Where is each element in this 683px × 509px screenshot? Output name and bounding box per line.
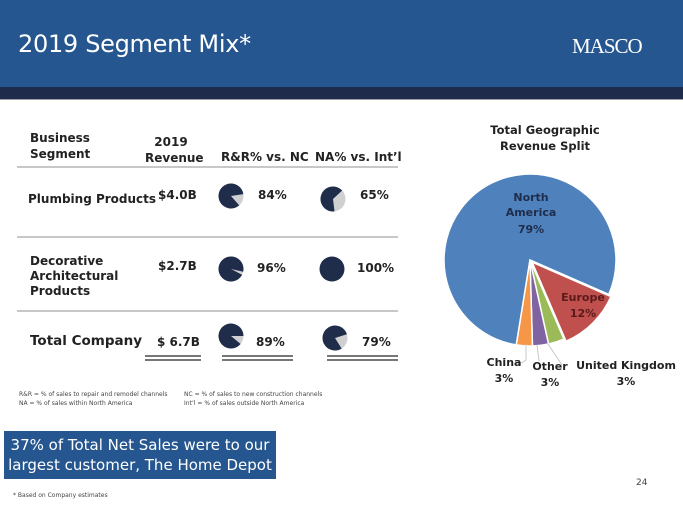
segment-name: Total Company (30, 333, 143, 349)
na-pie-icon (322, 325, 348, 351)
pie-share-slice (322, 325, 347, 351)
data-value-europe: 12% (570, 307, 596, 320)
na-pie-icon (319, 256, 345, 282)
segment-name-line: Decorative (30, 254, 104, 268)
pie-slice-north-america (443, 173, 617, 346)
data-value-north-america: 79% (518, 223, 544, 236)
definition-na: NA = % of sales within North America (19, 400, 133, 407)
definition-nc: NC = % of sales to new construction chan… (184, 391, 323, 398)
data-label-china: China (487, 356, 522, 369)
double-underline (327, 355, 398, 361)
definitions-right: NC = % of sales to new construction chan… (184, 390, 322, 408)
rr-percent: 84% (258, 188, 287, 202)
header-line: 2019 (154, 135, 188, 149)
header-line: Segment (30, 147, 91, 161)
na-percent: 65% (360, 188, 389, 202)
rr-pie-icon (218, 256, 244, 282)
double-underline (145, 355, 201, 361)
data-label-other: Other (532, 360, 568, 373)
segment-name-line: Architectural (30, 269, 119, 283)
header-rule (0, 99, 683, 100)
header-business-segment: Business Segment (30, 130, 90, 162)
na-percent: 100% (357, 261, 395, 275)
page-title: 2019 Segment Mix* (18, 30, 251, 58)
rr-pie-icon (218, 183, 244, 209)
header-2019-revenue: 2019 Revenue (145, 134, 204, 166)
pie-share-slice (319, 256, 345, 282)
leader-line-china (519, 344, 527, 365)
definitions-left: R&R = % of sales to repair and remodel c… (19, 390, 168, 408)
header-line: Revenue (145, 151, 204, 165)
segment-revenue: $ 6.7B (157, 335, 200, 349)
segment-revenue: $2.7B (158, 259, 197, 273)
leader-line-other (536, 344, 540, 362)
pie-share-slice (218, 183, 244, 209)
na-percent: 79% (362, 335, 391, 349)
geographic-revenue-pie-chart: North America 79% Europe 12% China 3% Other 3% Un… (443, 173, 676, 389)
pie-share-slice (218, 256, 244, 282)
segment-name: Decorative Architectural Products (30, 254, 118, 299)
callout-line: 37% of Total Net Sales were to our (10, 436, 270, 454)
data-value-united-kingdom: 3% (617, 375, 636, 388)
data-label-north-america: North (513, 191, 548, 204)
table-row-rule (17, 236, 398, 238)
segment-name: Plumbing Products (28, 192, 157, 206)
header-na-vs-intl: NA% vs. Int’l (315, 150, 402, 164)
data-label-north-america: America (506, 206, 557, 219)
footnote: * Based on Company estimates (13, 492, 108, 499)
page-number: 24 (636, 478, 648, 488)
rr-percent: 89% (256, 335, 285, 349)
pie-share-slice (218, 323, 244, 349)
pie-share-slice (320, 186, 343, 212)
chart-title-line: Revenue Split (499, 139, 591, 153)
table-header-rule (17, 166, 398, 168)
pie-slice-europe (530, 260, 612, 343)
data-value-other: 3% (541, 376, 560, 389)
data-label-europe: Europe (561, 291, 605, 304)
chart-title-line: Total Geographic (490, 123, 600, 137)
definition-intl: Int’l = % of sales outside North America (184, 400, 305, 407)
header-divider-bar (0, 87, 683, 99)
definition-rr: R&R = % of sales to repair and remodel c… (19, 391, 168, 398)
chart-title: Total Geographic Revenue Split (470, 122, 620, 154)
header-rr-vs-nc: R&R% vs. NC (221, 150, 309, 164)
header-banner: 2019 Segment Mix* MASCO (0, 0, 683, 87)
segment-revenue: $4.0B (158, 188, 197, 202)
data-label-united-kingdom: United Kingdom (576, 359, 676, 372)
data-value-china: 3% (495, 372, 514, 385)
pie-slice-china (515, 259, 534, 347)
segment-name-line: Products (30, 284, 91, 298)
double-underline (222, 355, 293, 361)
na-pie-icon (320, 186, 346, 212)
callout-line: largest customer, The Home Depot (8, 456, 272, 474)
header-line: Business (30, 131, 90, 145)
leader-line-united-kingdom (547, 343, 563, 366)
masco-logo: MASCO (572, 34, 643, 58)
rr-percent: 96% (257, 261, 286, 275)
rr-pie-icon (218, 323, 244, 349)
table-row-rule (17, 310, 398, 312)
home-depot-callout: 37% of Total Net Sales were to our large… (4, 431, 276, 479)
